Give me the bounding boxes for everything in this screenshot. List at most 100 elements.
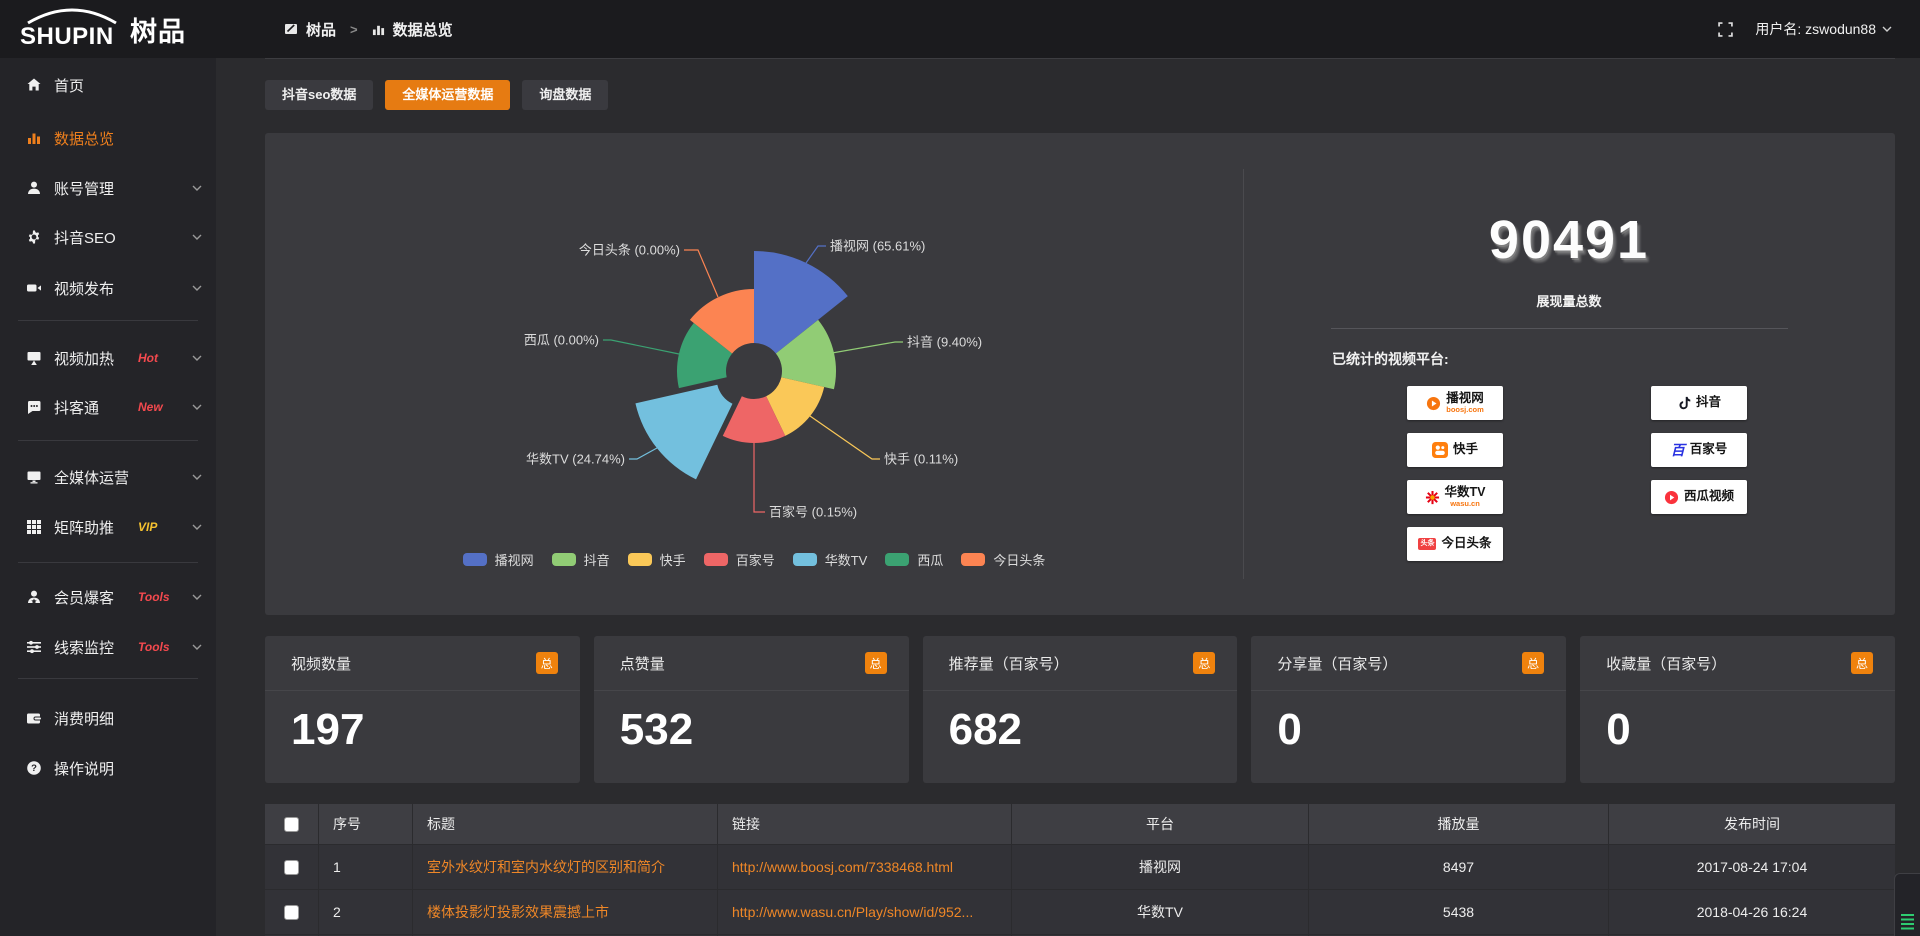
header-divider	[265, 58, 1895, 59]
chevron-down-icon	[192, 594, 202, 600]
tab-1[interactable]: 全媒体运营数据	[385, 80, 511, 110]
sidebar-item-label: 抖客通	[54, 399, 100, 417]
top-header-bar	[0, 0, 1920, 58]
legend-item-抖音[interactable]: 抖音	[551, 550, 610, 569]
chevron-down-icon	[192, 524, 202, 530]
video-url-link[interactable]: http://www.wasu.cn/Play/show/id/952...	[732, 904, 974, 920]
pie-slice-今日头条[interactable]	[689, 289, 754, 354]
wasu-logo	[1425, 490, 1440, 505]
total-impressions-label: 展现量总数	[1536, 294, 1602, 309]
toutiao-logo: 头条	[1418, 538, 1437, 550]
pie-slice-百家号[interactable]	[722, 396, 786, 444]
legend-item-今日头条[interactable]: 今日头条	[961, 550, 1045, 569]
platform-name: 播视网	[1446, 390, 1484, 405]
bar-chart-icon	[372, 23, 385, 36]
kuaishou-logo	[1431, 442, 1448, 458]
sidebar-item-label: 视频加热	[54, 350, 115, 368]
boosj-logo	[1426, 396, 1441, 411]
table-header-序号: 序号	[318, 804, 412, 844]
cell-time: 2018-04-26 16:24	[1608, 890, 1895, 934]
legend-label: 西瓜	[917, 553, 944, 568]
pie-slice-华数TV[interactable]	[635, 384, 733, 480]
sidebar: SHUPIN 树品 首页数据总览账号管理抖音SEO 视频发布视频加热 Hot 抖客通 N…	[0, 0, 216, 936]
platform-logos-left-column: 播视网 boosj.com 快手 华数TV wasu.cn 头条 今日头条	[1407, 386, 1503, 574]
sidebar-item-lead-monitoring[interactable]: 线索监控 Tools	[0, 627, 216, 667]
sidebar-item-douketong[interactable]: 抖客通 New	[0, 387, 216, 427]
video-title-link[interactable]: 室外水纹灯和室内水纹灯的区别和简介	[427, 859, 665, 875]
cell-platform: 华数TV	[1011, 890, 1308, 934]
video-title-link[interactable]: 楼体投影灯投影效果震撼上市	[427, 904, 609, 920]
row-checkbox[interactable]	[284, 904, 299, 920]
legend-item-华数TV[interactable]: 华数TV	[792, 550, 867, 569]
sidebar-divider	[18, 320, 198, 321]
floating-side-widget[interactable]	[1894, 873, 1920, 936]
sidebar-item-badge: Tools	[138, 640, 170, 654]
app-logo[interactable]: SHUPIN 树品	[0, 0, 216, 58]
home-icon	[26, 77, 42, 93]
sidebar-item-instructions[interactable]: ? 操作说明	[0, 748, 216, 788]
pie-slice-播视网[interactable]	[754, 251, 848, 354]
stat-card-value: 682	[948, 705, 1023, 754]
cell-title: 室外水纹灯和室内水纹灯的区别和简介	[412, 845, 717, 889]
platform-logo-华数TV: 华数TV wasu.cn	[1407, 480, 1503, 514]
legend-item-西瓜[interactable]: 西瓜	[885, 550, 943, 569]
pie-label-line	[629, 447, 658, 460]
chevron-down-icon	[1882, 26, 1892, 32]
total-badge: 总	[1522, 652, 1545, 674]
card-divider	[922, 690, 1238, 691]
stat-card-title: 分享量（百家号）	[1277, 655, 1398, 673]
tab-2[interactable]: 询盘数据	[522, 80, 609, 110]
chevron-down-icon	[192, 355, 202, 361]
pie-slice-西瓜[interactable]	[677, 322, 733, 389]
legend-label: 百家号	[735, 553, 775, 568]
chart-icon	[26, 130, 42, 146]
logo-arc-icon: SHUPIN	[20, 8, 117, 50]
sidebar-item-video-heating[interactable]: 视频加热 Hot	[0, 338, 216, 378]
sidebar-item-consumption-details[interactable]: 消费明细	[0, 698, 216, 738]
sidebar-item-douyin-seo[interactable]: 抖音SEO	[0, 217, 216, 257]
sidebar-item-account-management[interactable]: 账号管理	[0, 168, 216, 208]
select-all-checkbox[interactable]	[284, 816, 299, 832]
total-badge: 总	[1850, 652, 1873, 674]
platform-name: 百家号	[1689, 442, 1728, 457]
breadcrumb-root[interactable]: 树品	[306, 21, 337, 39]
legend-label: 快手	[659, 553, 686, 568]
table-header-平台: 平台	[1011, 804, 1308, 844]
sidebar-item-home[interactable]: 首页	[0, 65, 216, 105]
douyin-logo	[1677, 395, 1691, 411]
video-url-link[interactable]: http://www.boosj.com/7338468.html	[732, 859, 954, 875]
pie-label-line	[684, 249, 719, 298]
cell-time: 2017-08-24 17:04	[1608, 845, 1895, 889]
cell-link: http://www.boosj.com/7338468.html	[717, 845, 1011, 889]
legend-item-播视网[interactable]: 播视网	[462, 550, 534, 569]
row-checkbox[interactable]	[284, 859, 299, 875]
platform-logo-快手: 快手	[1407, 433, 1503, 467]
stat-card-title: 推荐量（百家号）	[948, 655, 1069, 673]
pie-label: 播视网 (65.61%)	[830, 239, 925, 254]
pie-label-line	[805, 245, 826, 264]
stat-card-value: 0	[1606, 705, 1631, 754]
sidebar-item-matrix-boost[interactable]: 矩阵助推 VIP	[0, 507, 216, 547]
legend-item-快手[interactable]: 快手	[627, 550, 686, 569]
stat-card-value: 532	[619, 705, 694, 754]
legend-item-百家号[interactable]: 百家号	[703, 550, 775, 569]
sidebar-item-data-overview[interactable]: 数据总览	[0, 118, 216, 158]
pie-slice-抖音[interactable]	[775, 319, 836, 390]
sidebar-item-member-baoke[interactable]: 会员爆客 Tools	[0, 577, 216, 617]
breadcrumb-current: 数据总览	[392, 21, 453, 39]
sidebar-item-omni-media[interactable]: 全媒体运营	[0, 457, 216, 497]
chevron-down-icon	[192, 644, 202, 650]
pie-slice-快手[interactable]	[766, 377, 825, 436]
user-menu[interactable]: 用户名: zswodun88	[1755, 19, 1892, 39]
pie-label-line	[603, 339, 680, 355]
chart-legend: 播视网 抖音 快手 百家号 华数TV 西瓜 今日头条	[265, 550, 1243, 569]
gear-icon	[26, 229, 42, 245]
stat-card-value: 0	[1277, 705, 1302, 754]
platforms-title: 已统计的视频平台:	[1332, 351, 1449, 367]
platform-name: 华数TV	[1444, 484, 1486, 499]
breadcrumb: 树品 > 数据总览	[284, 0, 453, 58]
tab-0[interactable]: 抖音seo数据	[265, 80, 374, 110]
fullscreen-icon[interactable]	[1718, 21, 1734, 37]
sidebar-item-video-publish[interactable]: 视频发布	[0, 268, 216, 308]
member-icon	[26, 589, 42, 605]
